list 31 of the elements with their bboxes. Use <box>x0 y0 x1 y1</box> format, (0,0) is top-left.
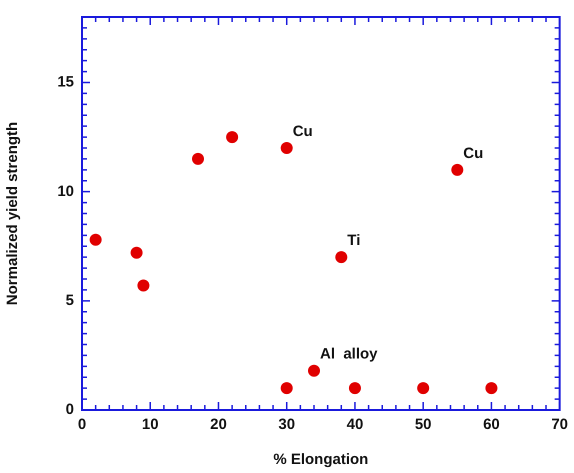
point <box>90 234 102 246</box>
point <box>280 382 293 394</box>
annotation: Al alloy <box>320 346 378 363</box>
x-tick-label: 10 <box>142 416 159 434</box>
point <box>417 382 430 394</box>
y-tick-label: 0 <box>66 401 74 418</box>
annotation: Cu <box>292 123 313 140</box>
point <box>192 152 204 165</box>
x-tick-label: 60 <box>483 416 500 434</box>
point <box>280 142 293 154</box>
x-tick-label: 0 <box>78 416 86 434</box>
x-tick-label: 70 <box>551 416 568 434</box>
x-tick-label: 20 <box>210 416 227 434</box>
y-tick-label: 15 <box>57 74 74 91</box>
y-axis-title: Normalized yield strength <box>4 122 22 306</box>
point <box>308 364 320 377</box>
y-tick-label: 10 <box>57 182 74 200</box>
point <box>335 251 348 264</box>
y-tick-label: 5 <box>66 292 74 309</box>
point <box>451 164 464 176</box>
annotation: Ti <box>347 232 360 250</box>
point <box>485 382 498 394</box>
point <box>130 246 143 259</box>
x-tick-label: 40 <box>346 416 364 434</box>
x-tick-label: 50 <box>414 416 432 434</box>
point <box>348 382 361 394</box>
annotation: Cu <box>463 144 484 162</box>
x-axis-title: % Elongation <box>273 451 368 468</box>
point <box>226 131 238 144</box>
x-tick-label: 30 <box>278 416 296 434</box>
point <box>137 280 150 292</box>
